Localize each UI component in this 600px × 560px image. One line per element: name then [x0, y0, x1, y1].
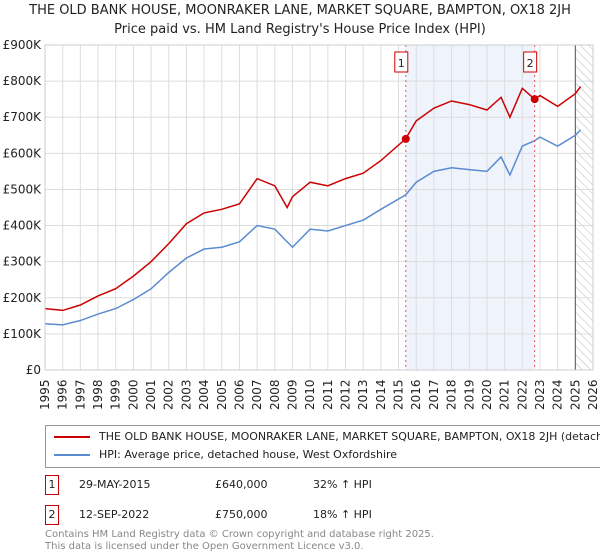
x-tick-label: 2020: [480, 379, 494, 410]
x-tick-label: 2002: [162, 379, 176, 410]
x-tick-label: 2006: [232, 379, 246, 410]
x-tick-label: 1995: [38, 379, 52, 410]
x-tick-label: 2022: [515, 379, 529, 410]
x-tick-label: 2010: [303, 379, 317, 410]
x-tick-label: 1998: [91, 379, 105, 410]
plot-border: [44, 44, 594, 371]
sale-point: [530, 95, 539, 104]
sale-badge-label: 2: [527, 57, 534, 70]
legend-hpi: HPI: Average price, detached house, West…: [99, 448, 398, 461]
y-tick-label: £800K: [3, 74, 43, 88]
x-tick-label: 2025: [568, 379, 582, 410]
sale-hpi: 32% ↑ HPI: [313, 478, 372, 491]
x-tick-label: 2021: [498, 379, 512, 410]
legend-swatch-hpi: [54, 454, 90, 456]
hpi-line: [44, 129, 582, 326]
x-tick-label: 2024: [551, 379, 565, 410]
x-tick-label: 1996: [56, 379, 70, 410]
footer-line: This data is licensed under the Open Gov…: [45, 541, 364, 552]
sale-badge-box: [394, 51, 409, 73]
y-tick-label: £600K: [3, 146, 43, 160]
x-tick-label: 2017: [427, 379, 441, 410]
x-tick-label: 2005: [215, 379, 229, 410]
sale-badge: 2: [45, 505, 59, 525]
y-tick-label: £100K: [3, 327, 43, 341]
sale-point: [401, 134, 410, 143]
x-tick-label: 2003: [179, 379, 193, 410]
x-tick-label: 2009: [285, 379, 299, 410]
x-tick-label: 2016: [409, 379, 423, 410]
sale-date: 29-MAY-2015: [79, 478, 151, 491]
y-tick-label: £0: [26, 363, 41, 377]
y-tick-label: £900K: [3, 38, 43, 52]
x-tick-label: 2004: [197, 379, 211, 410]
legend-swatch-property: [54, 436, 90, 438]
x-tick-label: 2023: [533, 379, 547, 410]
price-chart: 1995 1996 1997 1998 1999 2000 2001 2002 2003 2004…: [3, 38, 600, 410]
legend-property: THE OLD BANK HOUSE, MOONRAKER LANE, MARK…: [99, 430, 600, 443]
sale-price: £750,000: [215, 508, 268, 521]
sale-badge: 1: [45, 475, 59, 495]
x-tick-label: 2008: [268, 379, 282, 410]
y-tick-label: £500K: [3, 182, 43, 196]
x-tick-label: 2012: [339, 379, 353, 410]
sale-badge-box: [523, 51, 538, 73]
y-tick-label: £700K: [3, 110, 43, 124]
ownership-shade: [405, 45, 535, 370]
x-tick-label: 2015: [392, 379, 406, 410]
x-tick-label: 2007: [250, 379, 264, 410]
x-tick-label: 2000: [126, 379, 140, 410]
y-tick-label: £300K: [3, 255, 43, 269]
forecast-hatch: [575, 45, 593, 370]
x-tick-label: 1997: [73, 379, 87, 410]
x-tick-label: 2026: [586, 379, 600, 410]
x-tick-label: 1999: [109, 379, 123, 410]
chart-subtitle: Price paid vs. HM Land Registry's House …: [114, 22, 486, 37]
sale-hpi: 18% ↑ HPI: [313, 508, 372, 521]
legend: THE OLD BANK HOUSE, MOONRAKER LANE, MARK…: [45, 425, 600, 468]
x-tick-label: 2011: [321, 379, 335, 410]
sale-price: £640,000: [215, 478, 268, 491]
x-tick-label: 2018: [445, 379, 459, 410]
x-tick-label: 2014: [374, 379, 388, 410]
y-tick-label: £200K: [3, 291, 43, 305]
y-tick-label: £400K: [3, 219, 43, 233]
x-tick-label: 2001: [144, 379, 158, 410]
footer: Contains HM Land Registry data © Crown c…: [45, 529, 434, 553]
x-tick-label: 2013: [356, 379, 370, 410]
property-price-line: [44, 86, 582, 312]
x-tick-label: 2019: [462, 379, 476, 410]
footer-line: Contains HM Land Registry data © Crown c…: [45, 529, 434, 540]
chart-title: THE OLD BANK HOUSE, MOONRAKER LANE, MARK…: [29, 3, 571, 18]
sale-date: 12-SEP-2022: [79, 508, 150, 521]
sale-badge-label: 1: [398, 57, 405, 70]
